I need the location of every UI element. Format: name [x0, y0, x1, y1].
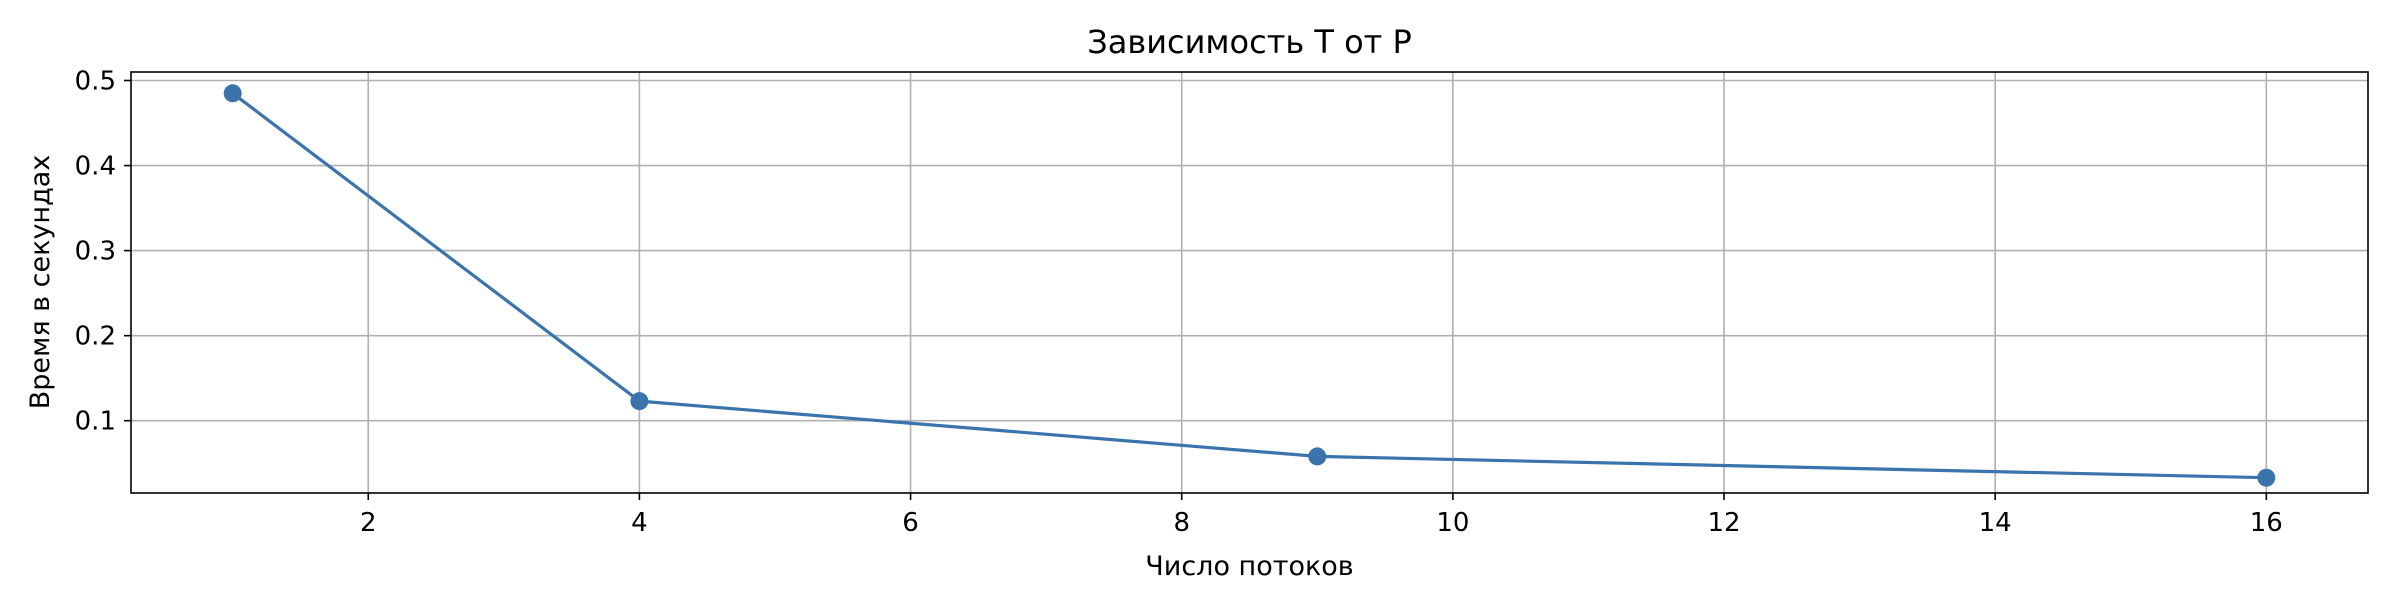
data-point	[630, 392, 649, 411]
x-tick-label: 14	[1979, 508, 2012, 538]
x-tick-label: 2	[360, 508, 377, 538]
series-line	[231, 91, 2268, 480]
x-tick-label: 12	[1707, 508, 1740, 538]
series-layer	[223, 84, 2276, 487]
y-tick-label: 0.2	[75, 322, 116, 352]
y-tick-label: 0.1	[75, 407, 116, 437]
ticks-layer: 2 4 6 8 10 12 14 16 0.1 0.2 0.3 0.4 0.5	[75, 67, 2283, 538]
grid-layer	[131, 72, 2368, 493]
x-tick-label: 6	[902, 508, 919, 538]
y-tick-label: 0.4	[75, 152, 116, 182]
y-tick-label: 0.3	[75, 237, 116, 267]
data-point	[223, 84, 242, 103]
chart-title: Зависимость T от P	[1087, 23, 1412, 61]
x-tick-label: 8	[1173, 508, 1190, 538]
data-point	[2257, 468, 2276, 487]
x-tick-label: 10	[1436, 508, 1469, 538]
y-tick-label: 0.5	[75, 67, 116, 97]
plot-frame	[130, 71, 2369, 494]
x-axis-label: Число потоков	[1145, 551, 1353, 582]
y-axis-label: Время в секундах	[25, 155, 56, 410]
x-tick-label: 4	[631, 508, 648, 538]
x-tick-label: 16	[2250, 508, 2283, 538]
data-point	[1308, 447, 1327, 466]
